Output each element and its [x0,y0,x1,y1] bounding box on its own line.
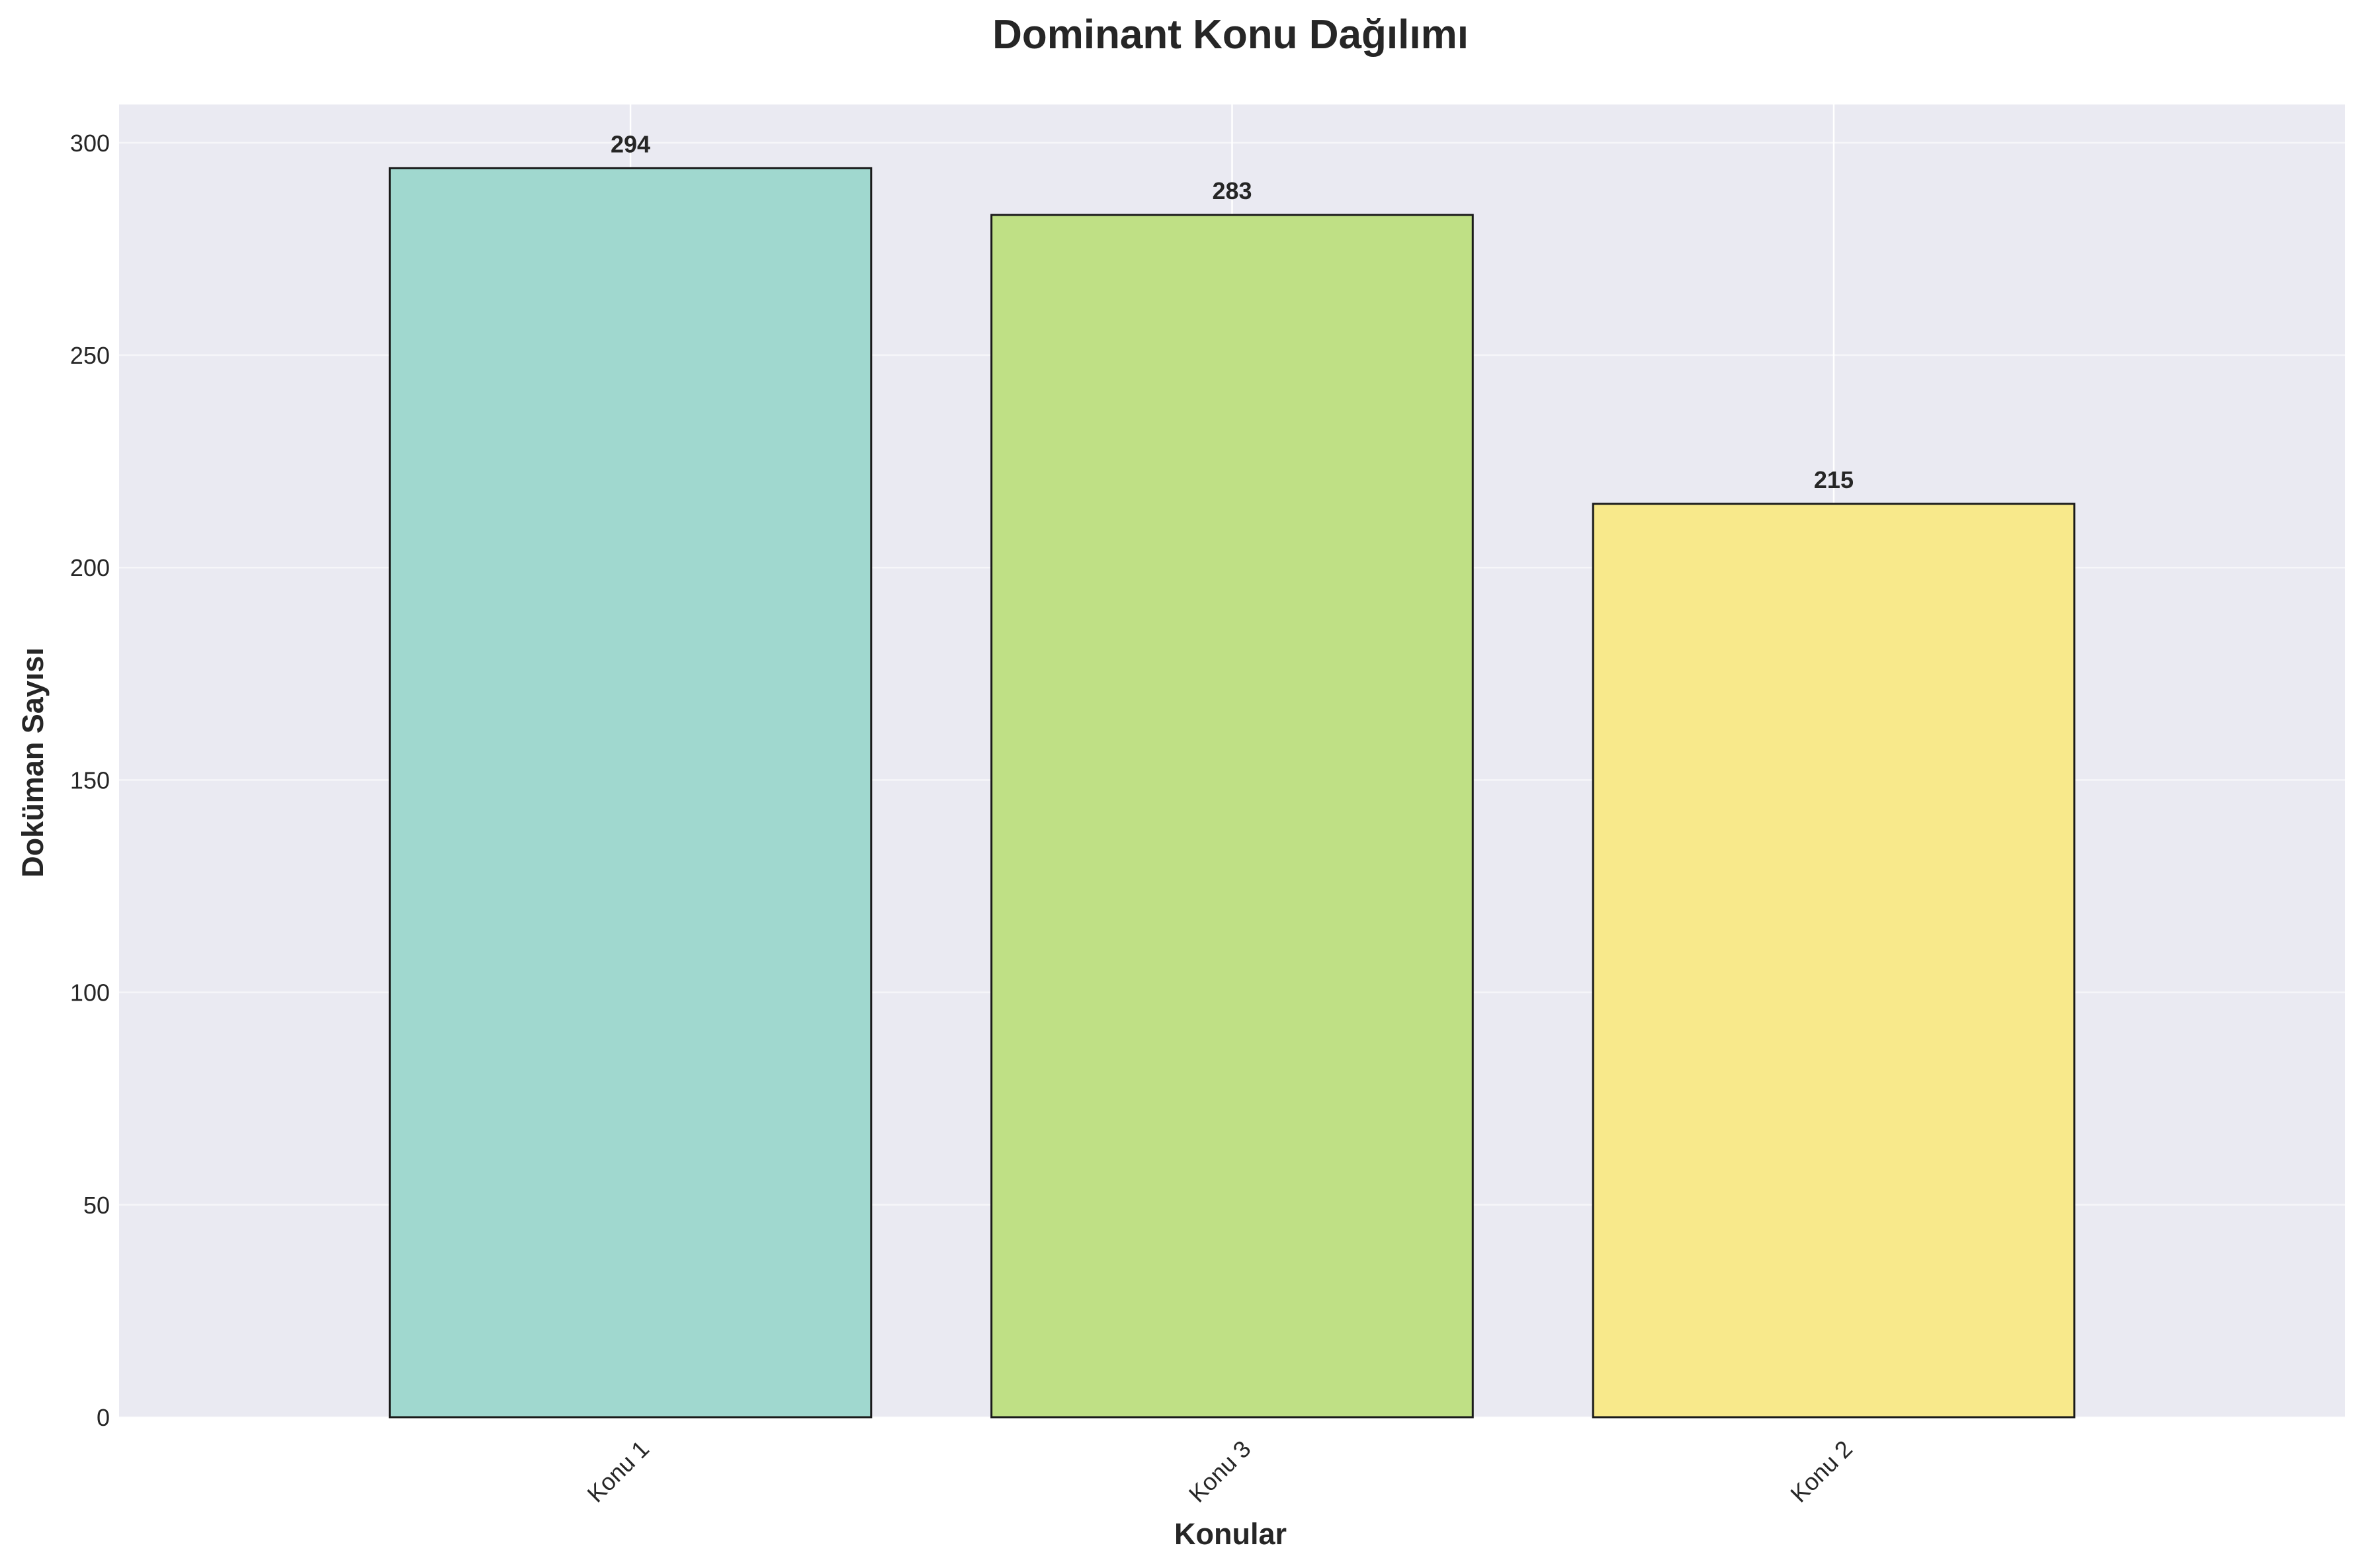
bar-konu-2 [1592,503,2076,1419]
y-tick-label: 150 [70,766,110,794]
y-tick-label: 50 [83,1192,110,1219]
bar-value-label: 215 [1814,466,1854,493]
value-labels: 294 283 215 [611,130,1854,493]
x-axis-label: Konular [1174,1517,1287,1551]
bar-value-label: 283 [1212,177,1252,204]
y-tick-label: 300 [70,130,110,157]
bar-value-label: 294 [611,130,650,157]
y-axis-ticks: 0 50 100 150 200 250 300 [70,130,110,1431]
bar-konu-3 [990,214,1474,1419]
y-tick-label: 250 [70,342,110,369]
bars [388,167,2076,1419]
y-tick-label: 100 [70,979,110,1007]
bar-konu-1 [388,167,873,1419]
y-axis-label: Doküman Sayısı [16,647,50,878]
y-tick-label: 200 [70,554,110,581]
chart-title: Dominant Konu Dağılımı [992,12,1469,58]
y-tick-label: 0 [97,1404,110,1431]
